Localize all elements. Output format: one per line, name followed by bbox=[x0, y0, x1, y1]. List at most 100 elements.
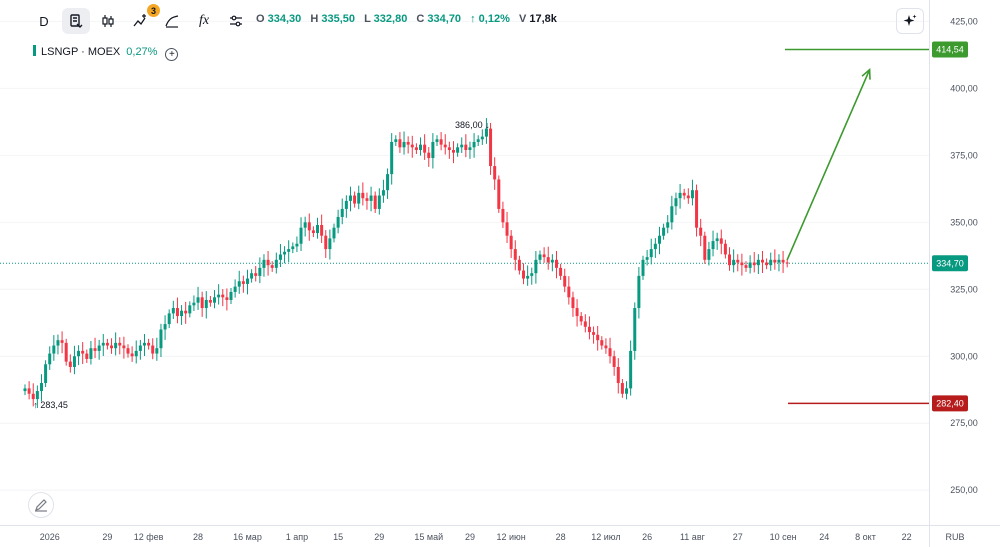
candle-body bbox=[386, 174, 390, 191]
candle bbox=[620, 379, 624, 398]
candle bbox=[690, 179, 694, 206]
candle-body bbox=[200, 297, 204, 309]
candle bbox=[765, 258, 769, 270]
candle-body bbox=[258, 267, 262, 276]
time-tick-label: 29 bbox=[465, 532, 475, 542]
low-label: L bbox=[364, 13, 371, 25]
price-tick-label: 350,00 bbox=[950, 217, 978, 227]
candle-body bbox=[410, 144, 414, 148]
candle bbox=[340, 198, 344, 225]
candle-body bbox=[307, 222, 311, 231]
candle-body bbox=[509, 235, 513, 250]
candle bbox=[760, 250, 764, 273]
candle bbox=[336, 209, 340, 234]
candle-body bbox=[769, 259, 773, 266]
indicators-count-badge: 3 bbox=[147, 4, 160, 17]
candle bbox=[93, 337, 97, 359]
candles-button[interactable] bbox=[94, 8, 122, 34]
candle-body bbox=[229, 291, 233, 300]
candle bbox=[77, 345, 81, 366]
candle bbox=[72, 345, 76, 375]
candle bbox=[213, 290, 217, 309]
time-axis[interactable]: 2026 29 12 фев 28 16 мар 1 апр 15 29 15 май 29 12 … bbox=[40, 532, 912, 542]
candle bbox=[600, 336, 604, 350]
settings-button[interactable] bbox=[222, 8, 250, 34]
target-price-tag-bg bbox=[932, 41, 968, 58]
chart-type-button[interactable] bbox=[62, 8, 90, 34]
candle-body bbox=[505, 222, 509, 236]
candle-body bbox=[563, 275, 567, 287]
high-label: H bbox=[310, 13, 319, 25]
interval-button[interactable]: D bbox=[30, 8, 58, 34]
candle-body bbox=[130, 353, 134, 357]
chart-style-icon bbox=[70, 14, 83, 28]
candle bbox=[258, 257, 262, 284]
candle-body bbox=[262, 259, 266, 268]
forecast-arrow[interactable] bbox=[786, 67, 871, 261]
candle bbox=[608, 337, 612, 364]
candle-body bbox=[600, 340, 604, 346]
stop-price-tag: 282,40 bbox=[932, 395, 968, 412]
candle-body bbox=[781, 259, 785, 263]
candle-body bbox=[637, 275, 641, 309]
candle-body bbox=[641, 259, 645, 276]
candle-body bbox=[138, 345, 142, 351]
candle-body bbox=[381, 190, 385, 196]
candle bbox=[682, 188, 686, 200]
candle bbox=[583, 314, 587, 333]
candle-body bbox=[97, 345, 101, 351]
price-tick-label: 300,00 bbox=[950, 351, 978, 361]
candle-body bbox=[583, 321, 587, 327]
candle bbox=[295, 236, 299, 253]
candle bbox=[188, 301, 192, 318]
candle bbox=[110, 338, 114, 354]
ai-assistant-button[interactable] bbox=[896, 8, 924, 34]
price-axis[interactable]: 250,00 275,00 300,00 325,00 350,00 375,00 400,… bbox=[945, 16, 977, 542]
time-tick-label: 8 окт bbox=[855, 532, 876, 542]
indicators-button[interactable]: 3 bbox=[126, 4, 160, 34]
candle-body bbox=[274, 259, 278, 268]
candle-body bbox=[472, 141, 476, 148]
time-tick-label: 16 мар bbox=[233, 532, 262, 542]
candle-body bbox=[336, 216, 340, 228]
drawing-tools-button[interactable] bbox=[158, 8, 186, 34]
candle-body bbox=[406, 141, 410, 145]
candle-body bbox=[620, 383, 624, 394]
candle-body bbox=[686, 195, 690, 199]
candle bbox=[184, 301, 188, 324]
candle-body bbox=[538, 254, 542, 260]
symbol-label[interactable]: LSNGP · MOEX bbox=[41, 46, 121, 58]
drawing-toolbar-toggle[interactable] bbox=[28, 492, 54, 518]
candle bbox=[196, 286, 200, 310]
add-symbol-icon[interactable]: + bbox=[165, 48, 179, 61]
candle-body bbox=[217, 294, 221, 298]
candle-body bbox=[44, 364, 48, 384]
candle-body bbox=[699, 227, 703, 236]
candle bbox=[291, 242, 295, 254]
candle bbox=[287, 240, 291, 263]
time-tick-label: 15 bbox=[333, 532, 343, 542]
candle bbox=[596, 325, 600, 351]
candle bbox=[633, 302, 637, 360]
candle-body bbox=[311, 230, 315, 234]
candle bbox=[52, 335, 56, 361]
time-tick-label: 12 июл bbox=[591, 532, 620, 542]
candle-body bbox=[402, 141, 406, 148]
candle bbox=[707, 241, 711, 266]
functions-button[interactable]: fx bbox=[190, 8, 218, 34]
pencil-icon bbox=[35, 499, 47, 512]
candle bbox=[324, 230, 328, 258]
candle bbox=[699, 218, 703, 247]
candle-body bbox=[666, 222, 670, 228]
candle-body bbox=[85, 353, 89, 359]
candle bbox=[604, 338, 608, 354]
candle-body bbox=[241, 281, 245, 284]
candle-body bbox=[299, 227, 303, 244]
candle-body bbox=[736, 259, 740, 263]
candle bbox=[649, 238, 653, 265]
candle bbox=[299, 217, 303, 251]
candle bbox=[419, 137, 423, 156]
candle bbox=[369, 186, 373, 212]
candle bbox=[122, 336, 126, 359]
